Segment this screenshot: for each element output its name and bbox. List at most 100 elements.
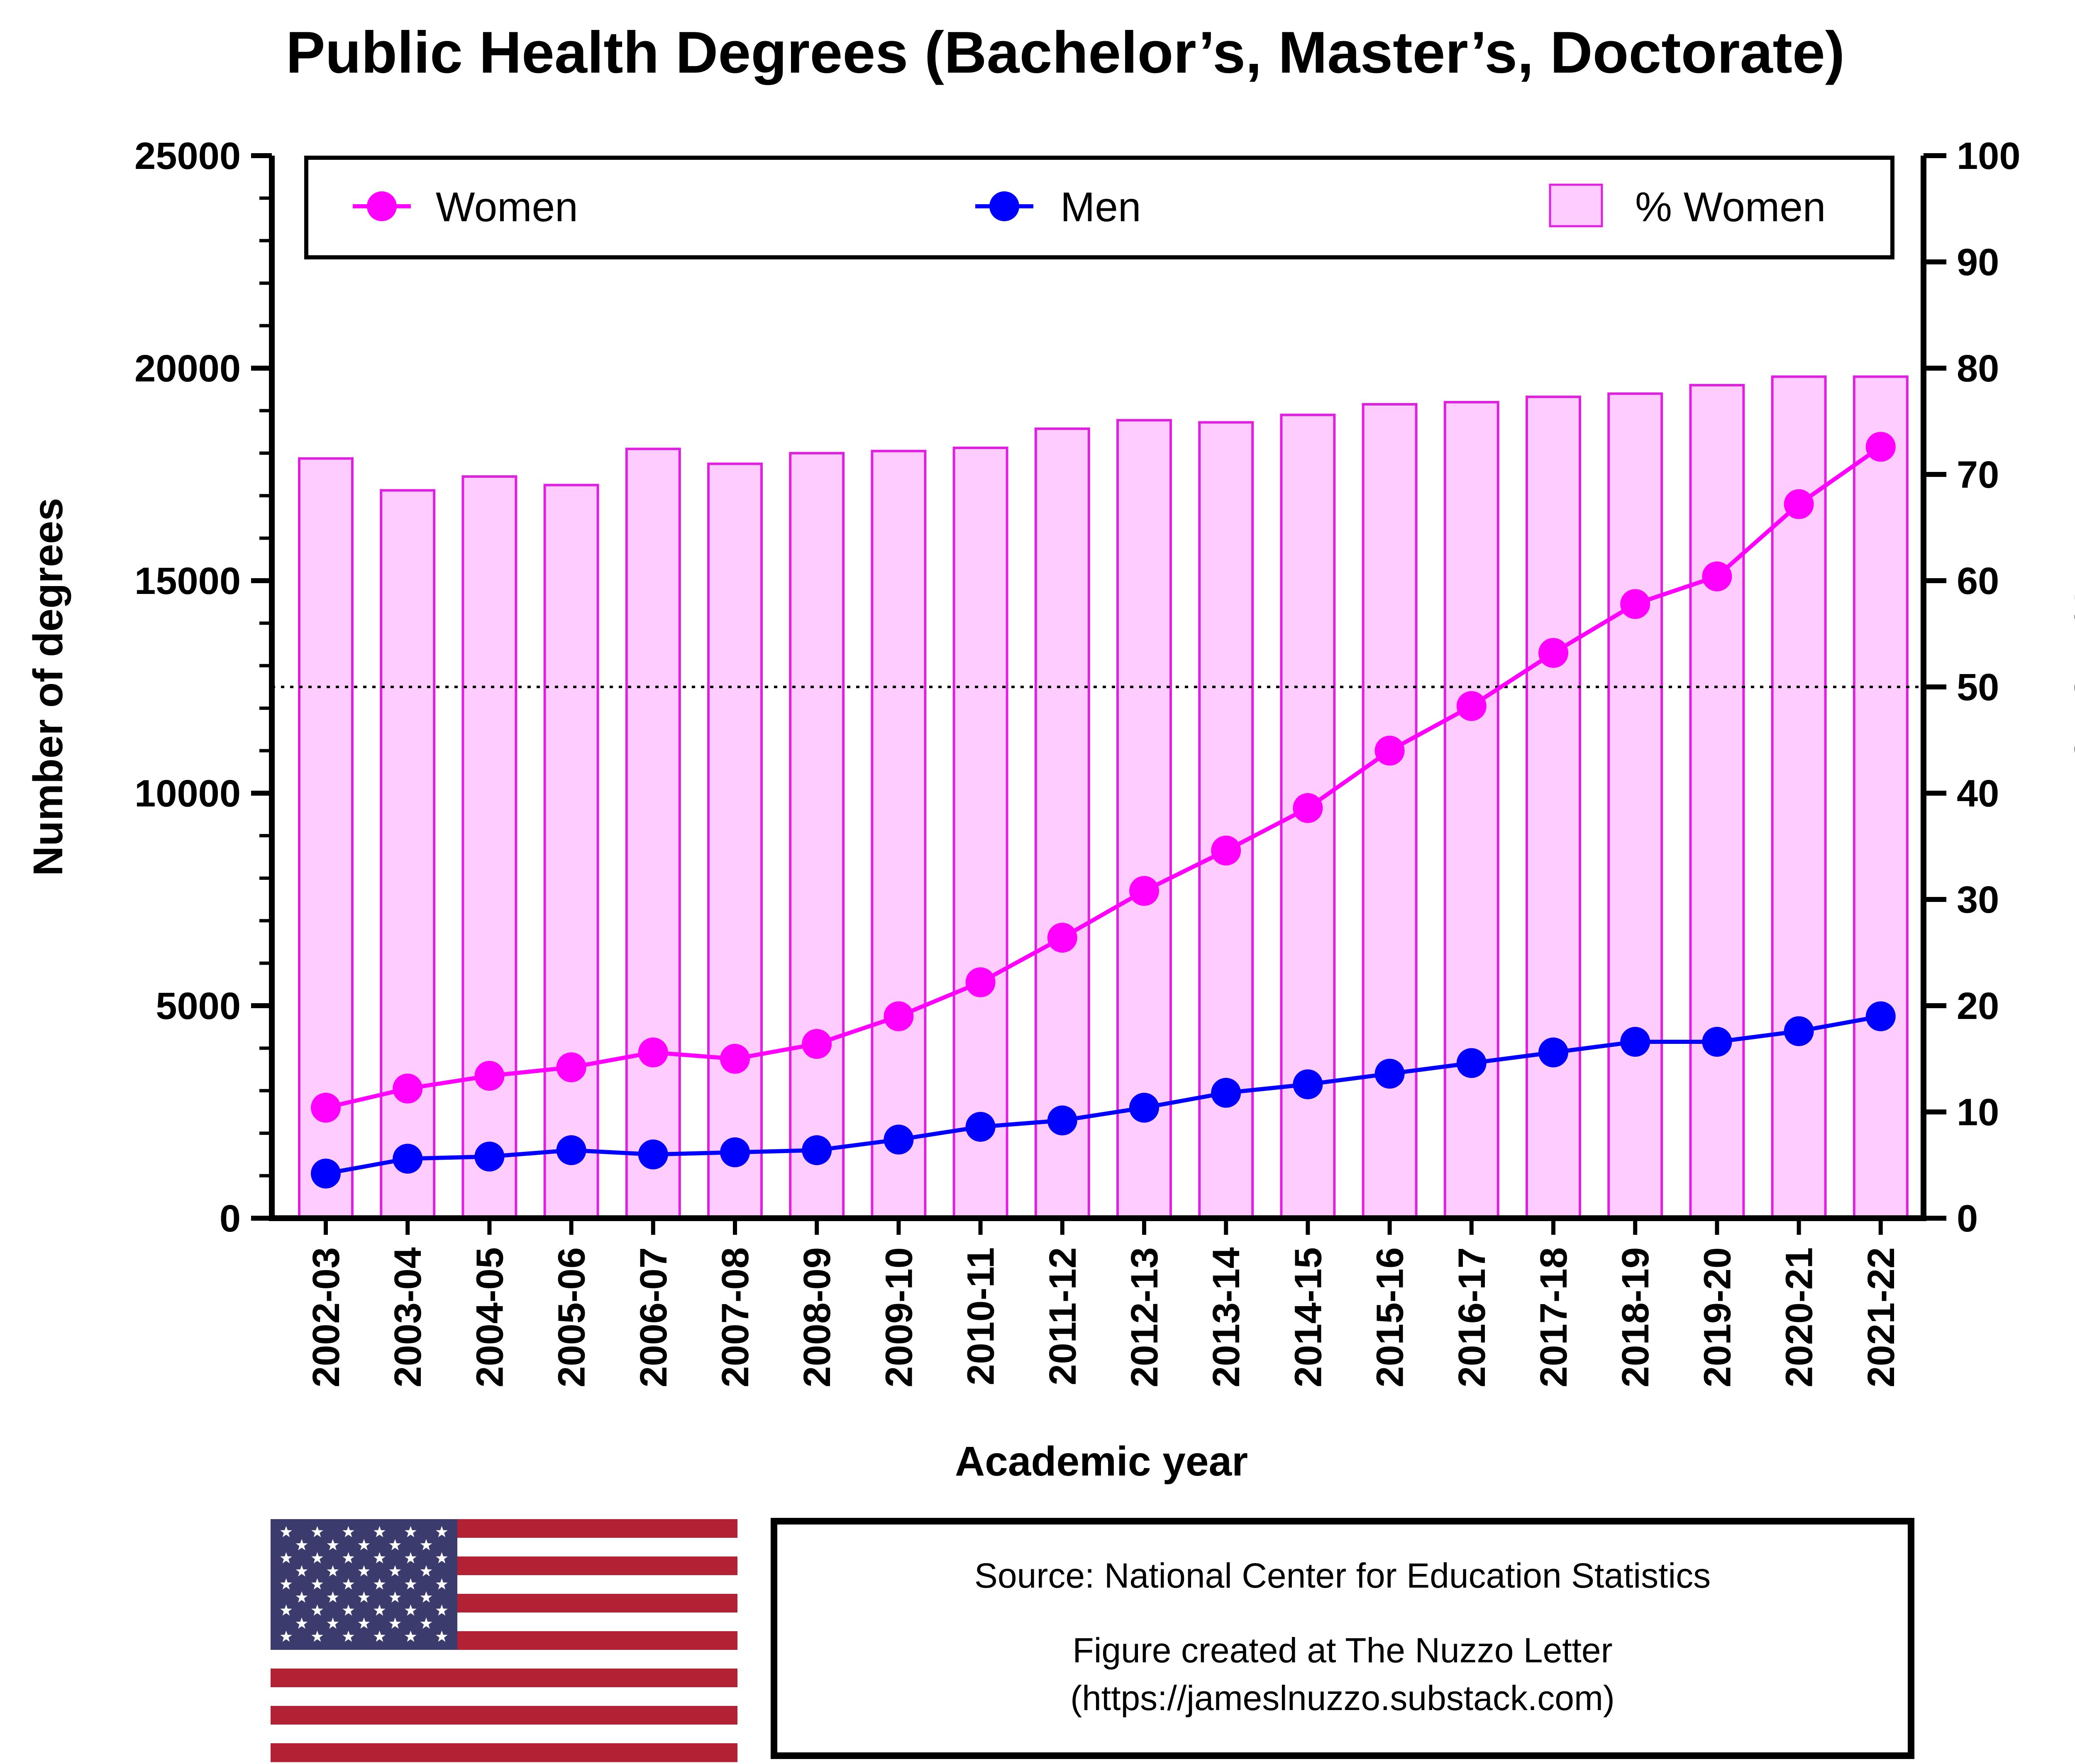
flag-star (295, 1591, 308, 1603)
left-y-ticks: 0 5000 10000 15000 20000 25000 (134, 135, 272, 1240)
bar-percent-women-2004-05 (461, 475, 518, 1219)
y-tick-label: 5000 (156, 985, 241, 1027)
series-lines (311, 432, 1896, 1189)
point-men-2020-21 (1784, 1016, 1814, 1046)
flag-star (389, 1617, 401, 1629)
x-tick-label: 2006-07 (632, 1247, 675, 1388)
flag-star (405, 1630, 417, 1642)
legend-men-label: Men (1060, 184, 1141, 230)
x-tick-label: 2012-13 (1123, 1247, 1166, 1388)
bar-percent-women-2012-13 (1116, 419, 1172, 1220)
bar-percent-women-2015-16 (1362, 403, 1418, 1219)
point-men-2013-14 (1211, 1077, 1241, 1108)
legend-item-percent-women: % Women (1549, 183, 1826, 230)
point-women-2007-08 (720, 1044, 750, 1074)
bar-percent-women-2009-10 (871, 450, 927, 1219)
x-tick-label: 2004-05 (469, 1247, 511, 1388)
flag-star (436, 1630, 448, 1642)
flag-star (389, 1591, 401, 1603)
point-women-2008-09 (802, 1029, 832, 1059)
flag-star (311, 1630, 323, 1642)
flag-star (280, 1604, 292, 1616)
point-men-2017-18 (1538, 1037, 1568, 1068)
y2-tick-label: 60 (1957, 560, 1999, 602)
legend-box (304, 156, 1894, 259)
flag-star (311, 1604, 323, 1616)
flag-star (374, 1526, 386, 1537)
point-men-2015-16 (1374, 1058, 1405, 1089)
x-tick-label: 2009-10 (878, 1247, 920, 1388)
y2-tick-label: 30 (1957, 879, 1999, 921)
flag-star (358, 1565, 370, 1577)
flag-star (358, 1539, 370, 1551)
bar-percent-women-2021-22 (1853, 375, 1909, 1219)
point-men-2011-12 (1047, 1105, 1077, 1136)
point-women-2015-16 (1374, 735, 1405, 766)
point-men-2006-07 (638, 1139, 668, 1170)
legend-percent-women-swatch (1549, 183, 1603, 227)
point-women-2014-15 (1293, 793, 1323, 823)
bar-percent-women-2019-20 (1689, 384, 1745, 1220)
x-tick-label: 2007-08 (714, 1247, 757, 1388)
point-men-2014-15 (1293, 1069, 1323, 1099)
flag-star (405, 1604, 417, 1616)
flag-star (327, 1617, 339, 1629)
legend-item-men: Men (975, 184, 1141, 230)
point-men-2002-03 (311, 1158, 341, 1189)
credit-line-2: (https://jameslnuzzo.substack.com) (1070, 1678, 1615, 1718)
y2-tick-label: 80 (1957, 347, 1999, 390)
flag-star (405, 1552, 417, 1564)
point-women-2009-10 (884, 1001, 914, 1031)
flag-star (389, 1539, 401, 1551)
flag-star (389, 1565, 401, 1577)
point-men-2005-06 (556, 1135, 586, 1165)
bar-percent-women-2005-06 (543, 484, 599, 1219)
flag-star (295, 1539, 308, 1551)
us-flag (271, 1519, 737, 1762)
flag-star (358, 1617, 370, 1629)
y2-tick-label: 50 (1957, 666, 1999, 709)
point-women-2002-03 (311, 1092, 341, 1123)
flag-star (342, 1526, 354, 1537)
flag-star (374, 1578, 386, 1590)
flag-star (358, 1591, 370, 1603)
percent-women-bars (298, 375, 1909, 1220)
legend: Women Men % Women (304, 156, 1894, 259)
x-tick-label: 2016-17 (1451, 1247, 1493, 1388)
point-women-2016-17 (1456, 691, 1487, 721)
x-tick-label: 2002-03 (305, 1247, 347, 1388)
y2-axis-label: % Women (2066, 588, 2075, 786)
y-axis-label: Number of degrees (25, 498, 71, 876)
legend-item-women: Women (353, 184, 578, 230)
flag-star (420, 1539, 432, 1551)
point-women-2012-13 (1129, 876, 1159, 906)
bar-percent-women-2006-07 (625, 447, 681, 1219)
point-women-2011-12 (1047, 923, 1077, 953)
flag-star (327, 1565, 339, 1577)
point-men-2018-19 (1620, 1027, 1650, 1057)
x-tick-label: 2018-19 (1614, 1247, 1657, 1388)
bar-percent-women-2011-12 (1034, 427, 1090, 1219)
point-women-2005-06 (556, 1052, 586, 1082)
flag-star (420, 1617, 432, 1629)
flag-star (280, 1630, 292, 1642)
point-men-2021-22 (1865, 1001, 1896, 1031)
x-axis-label: Academic year (955, 1438, 1248, 1485)
flag-star (436, 1604, 448, 1616)
flag-star (342, 1604, 354, 1616)
chart-title: Public Health Degrees (Bachelor’s, Maste… (286, 20, 1845, 86)
y2-tick-label: 40 (1957, 772, 1999, 815)
y2-tick-label: 0 (1957, 1197, 1978, 1240)
flag-star (374, 1630, 386, 1642)
y2-tick-label: 90 (1957, 241, 1999, 283)
x-tick-label: 2020-21 (1778, 1247, 1821, 1388)
flag-star (374, 1604, 386, 1616)
right-y-ticks: 0 10 20 30 40 50 60 70 80 90 100 (1924, 135, 2021, 1240)
point-men-2003-04 (393, 1143, 423, 1174)
source-box-frame (771, 1518, 1914, 1759)
flag-star (342, 1630, 354, 1642)
legend-men-marker (989, 191, 1019, 221)
flag-star (311, 1526, 323, 1537)
flag-stripe (271, 1669, 737, 1688)
